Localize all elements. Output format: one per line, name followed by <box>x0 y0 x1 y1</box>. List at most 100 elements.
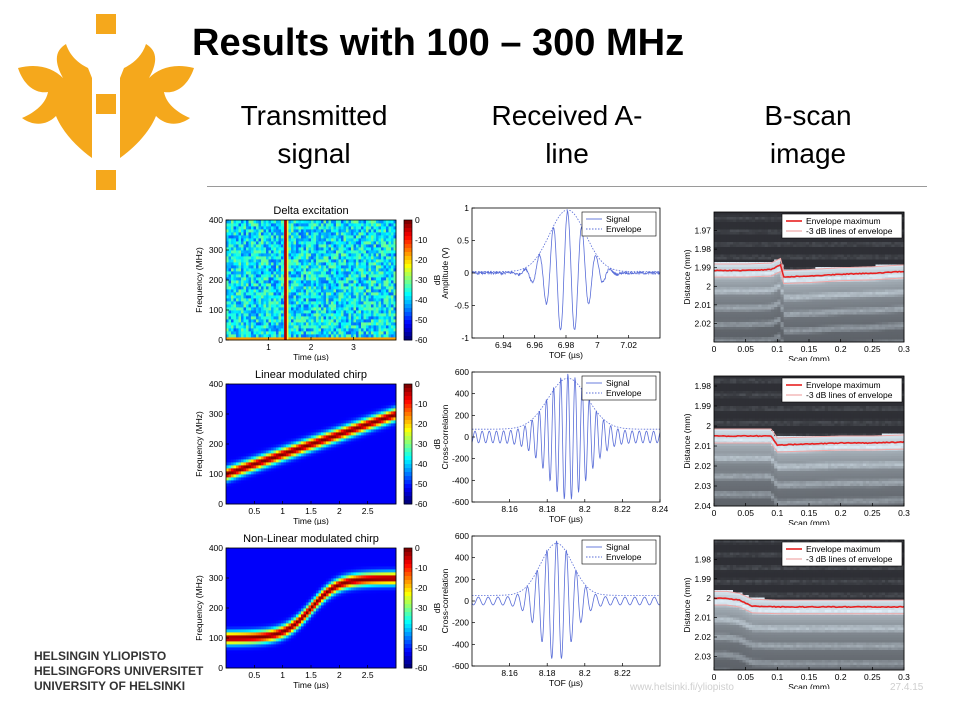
spectrogram-cell <box>353 220 357 224</box>
spectrogram-cell <box>326 498 329 502</box>
spectrogram-cell <box>306 304 309 308</box>
spectrogram-cell <box>293 280 297 284</box>
spectrogram-cell <box>376 328 379 332</box>
spectrogram-cell <box>226 283 229 287</box>
spectrogram-cell <box>306 447 309 451</box>
spectrogram-cell <box>343 480 347 484</box>
spectrogram-cell <box>378 235 382 239</box>
spectrogram-cell <box>233 226 237 230</box>
spectrogram-cell <box>233 328 237 332</box>
spectrogram-cell <box>328 408 332 412</box>
spectrogram-cell <box>351 310 354 314</box>
spectrogram-cell <box>376 259 379 263</box>
spectrogram-cell <box>351 483 354 487</box>
spectrogram-cell <box>291 319 294 323</box>
spectrogram-cell <box>266 235 269 239</box>
spectrogram-cell <box>316 262 319 266</box>
spectrogram-cell <box>326 298 329 302</box>
spectrogram-cell <box>351 232 354 236</box>
spectrogram-cell <box>343 235 347 239</box>
spectrogram-cell <box>308 492 312 496</box>
spectrogram-cell <box>261 283 264 287</box>
spectrogram-cell <box>311 432 314 436</box>
spectrogram-cell <box>291 331 294 335</box>
spectrogram-cell <box>271 489 274 493</box>
spectrogram-cell <box>238 334 242 338</box>
spectrogram-cell <box>351 244 354 248</box>
spectrogram-cell <box>258 429 262 433</box>
spectrogram-cell <box>326 226 329 230</box>
spectrogram-cell <box>391 337 394 341</box>
spectrogram-cell <box>308 441 312 445</box>
spectrogram-cell <box>343 402 347 406</box>
spectrogram-cell <box>368 307 372 311</box>
spectrogram-cell <box>238 405 242 409</box>
spectrogram-cell <box>393 268 397 272</box>
spectrogram-cell <box>358 316 362 320</box>
spectrogram-cell <box>326 456 329 460</box>
spectrogram-cell <box>261 435 264 439</box>
spectrogram-cell <box>251 316 254 320</box>
spectrogram-cell <box>373 304 377 308</box>
spectrogram-cell <box>343 298 347 302</box>
spectrogram-cell <box>356 453 359 457</box>
spectrogram-cell <box>231 304 234 308</box>
spectrogram-cell <box>241 256 244 260</box>
spectrogram-cell <box>266 477 269 481</box>
spectrogram-cell <box>368 232 372 236</box>
spectrogram-cell <box>266 483 269 487</box>
spectrogram-cell <box>321 468 324 472</box>
spectrogram-cell <box>318 414 322 418</box>
spectrogram-cell <box>323 298 327 302</box>
spectrogram-cell <box>273 384 277 388</box>
spectrogram-cell <box>261 402 264 406</box>
spectrogram-cell <box>226 390 229 394</box>
spectrogram-cell <box>351 283 354 287</box>
spectrogram-cell <box>361 414 364 418</box>
spectrogram-cell <box>253 390 257 394</box>
spectrogram-cell <box>318 334 322 338</box>
spectrogram-cell <box>286 474 289 478</box>
spectrogram-cell <box>333 471 337 475</box>
spectrogram-cell <box>308 468 312 472</box>
spectrogram-cell <box>288 450 292 454</box>
spectrogram-cell <box>236 423 239 427</box>
spectrogram-cell <box>331 492 334 496</box>
spectrogram-cell <box>228 438 232 442</box>
spectrogram-cell <box>308 471 312 475</box>
spectrogram-cell <box>243 301 247 305</box>
spectrogram-cell <box>238 301 242 305</box>
spectrogram-cell <box>298 441 302 445</box>
spectrogram-cell <box>391 328 394 332</box>
spectrogram-cell <box>281 471 284 475</box>
spectrogram-cell <box>391 280 394 284</box>
spectrogram-cell <box>326 319 329 323</box>
spectrogram-cell <box>273 313 277 317</box>
spectrogram-cell <box>258 420 262 424</box>
spectrogram-cell <box>351 456 354 460</box>
spectrogram-cell <box>241 498 244 502</box>
spectrogram-cell <box>326 417 329 421</box>
spectrogram-cell <box>233 277 237 281</box>
spectrogram-cell <box>263 277 267 281</box>
spectrogram-cell <box>276 405 279 409</box>
spectrogram-cell <box>296 429 299 433</box>
spectrogram-cell <box>313 474 317 478</box>
spectrogram-cell <box>248 495 252 499</box>
spectrogram-cell <box>341 459 344 463</box>
spectrogram-cell <box>383 316 387 320</box>
spectrogram-cell <box>301 462 304 466</box>
spectrogram-cell <box>276 480 279 484</box>
spectrogram-cell <box>348 399 352 403</box>
spectrogram-cell <box>358 256 362 260</box>
spectrogram-cell <box>358 426 362 430</box>
spectrogram-cell <box>291 402 294 406</box>
spectrogram-cell <box>268 313 272 317</box>
spectrogram-cell <box>231 292 234 296</box>
spectrogram-cell <box>371 253 374 257</box>
spectrogram-cell <box>376 268 379 272</box>
spectrogram-cell <box>291 471 294 475</box>
spectrogram-cell <box>303 489 307 493</box>
spectrogram-cell <box>391 325 394 329</box>
spectrogram-cell <box>273 268 277 272</box>
